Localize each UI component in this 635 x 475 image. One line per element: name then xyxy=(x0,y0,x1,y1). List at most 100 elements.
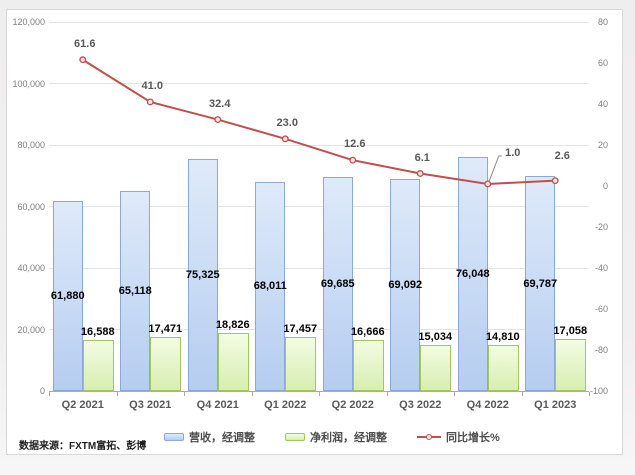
legend-item-growth: 同比增长% xyxy=(417,429,500,445)
net-profit-bar xyxy=(352,339,384,391)
category-label: Q2 2022 xyxy=(331,399,374,411)
growth-value-label: 61.6 xyxy=(74,37,96,50)
net-profit-value-label: 18,826 xyxy=(215,319,250,332)
x-axis-tick xyxy=(589,392,590,396)
net-profit-value-label: 16,666 xyxy=(350,325,385,338)
left-axis-tick-label: 60,000 xyxy=(17,201,45,212)
category-label: Q1 2023 xyxy=(534,399,577,411)
right-axis-tick-label: 60 xyxy=(597,58,608,68)
left-axis-tick-label: 120,000 xyxy=(12,17,45,27)
x-axis-tick xyxy=(184,392,185,396)
left-axis-tick-label: 20,000 xyxy=(17,324,45,335)
net-profit-value-label: 17,471 xyxy=(148,323,183,336)
legend-swatch-net-profit xyxy=(285,433,305,441)
legend-label: 同比增长% xyxy=(446,432,500,444)
revenue-value-label: 61,880 xyxy=(50,289,85,302)
category-label: Q2 2021 xyxy=(61,399,104,411)
left-axis-tick-label: 40,000 xyxy=(17,263,45,273)
legend-label: 营收，经调整 xyxy=(189,432,255,444)
growth-marker xyxy=(79,56,87,64)
growth-marker xyxy=(214,116,222,124)
chart-card: 0 20,000 40,000 60,000 80,000 100,000 120,000 -… xyxy=(6,9,623,455)
legend-swatch-growth xyxy=(417,433,441,441)
x-axis-tick xyxy=(521,392,523,396)
revenue-bar xyxy=(255,181,286,391)
growth-marker xyxy=(281,135,289,143)
revenue-bar xyxy=(390,178,421,391)
revenue-bar xyxy=(322,176,353,391)
revenue-value-label: 75,325 xyxy=(185,269,220,282)
x-axis-tick xyxy=(116,392,118,396)
growth-value-label: 2.6 xyxy=(554,149,570,162)
gridline xyxy=(49,206,589,207)
revenue-value-label: 76,048 xyxy=(455,268,490,281)
growth-value-label: 1.0 xyxy=(505,146,521,159)
gridline xyxy=(49,83,589,84)
growth-value-label: 41.0 xyxy=(141,79,163,92)
legend-item-revenue: 营收，经调整 xyxy=(164,429,255,445)
gridline xyxy=(49,267,589,269)
left-axis-tick-label: 0 xyxy=(39,386,45,396)
category-label: Q3 2021 xyxy=(129,399,172,411)
left-axis-tick-label: 100,000 xyxy=(12,78,45,89)
source-note: 数据来源：FXTM富拓、彭博 xyxy=(19,441,147,452)
legend-swatch-revenue xyxy=(164,433,184,441)
growth-value-label: 12.6 xyxy=(344,138,366,151)
right-axis-tick-label: -100 xyxy=(589,386,608,396)
x-axis-tick xyxy=(454,392,455,396)
revenue-bar xyxy=(120,190,151,391)
growth-value-label: 23.0 xyxy=(276,116,298,129)
net-profit-bar xyxy=(217,333,249,391)
net-profit-bar xyxy=(555,338,587,391)
category-label: Q3 2022 xyxy=(399,399,442,411)
chart-legend: 营收，经调整 净利润，经调整 同比增长% xyxy=(164,429,500,445)
right-axis-tick-label: 0 xyxy=(602,181,608,191)
revenue-value-label: 65,118 xyxy=(118,284,152,297)
x-axis-tick xyxy=(319,392,320,396)
right-axis-tick-label: -20 xyxy=(594,222,608,232)
revenue-value-label: 69,685 xyxy=(320,277,355,290)
gridline xyxy=(49,329,589,330)
growth-value-label: 32.4 xyxy=(209,97,231,110)
right-axis-tick-label: -80 xyxy=(594,345,608,355)
x-axis-tick xyxy=(49,392,50,396)
category-label: Q1 2022 xyxy=(264,399,307,411)
net-profit-bar xyxy=(285,337,317,391)
revenue-bar xyxy=(525,176,556,391)
revenue-bar xyxy=(52,200,83,391)
net-profit-value-label: 17,058 xyxy=(553,324,588,337)
revenue-value-label: 68,011 xyxy=(253,280,287,293)
right-axis-tick-label: 20 xyxy=(597,140,608,150)
legend-line-marker xyxy=(426,434,432,440)
x-axis-tick xyxy=(251,392,253,396)
revenue-bar xyxy=(187,159,218,391)
gridline xyxy=(49,144,589,146)
net-profit-bar xyxy=(150,337,182,391)
growth-marker xyxy=(146,98,154,106)
x-axis-tick xyxy=(386,392,388,396)
revenue-value-label: 69,092 xyxy=(388,278,423,291)
net-profit-bar xyxy=(82,339,114,391)
net-profit-bar xyxy=(420,344,452,391)
revenue-bar xyxy=(457,157,488,391)
net-profit-value-label: 16,588 xyxy=(80,325,115,338)
plot-area: 0 20,000 40,000 60,000 80,000 100,000 120,000 -… xyxy=(7,10,622,454)
left-axis-tick-label: 80,000 xyxy=(17,140,45,150)
x-axis-line xyxy=(49,391,589,392)
growth-value-label: 6.1 xyxy=(414,152,430,165)
net-profit-bar xyxy=(487,345,519,391)
revenue-value-label: 69,787 xyxy=(523,277,558,290)
gridline xyxy=(49,21,589,23)
growth-marker xyxy=(349,156,357,164)
net-profit-value-label: 14,810 xyxy=(485,331,520,344)
net-profit-value-label: 17,457 xyxy=(283,323,318,336)
right-axis-tick-label: 80 xyxy=(597,17,608,27)
legend-label: 净利润，经调整 xyxy=(310,432,387,444)
category-label: Q4 2021 xyxy=(196,399,239,411)
right-axis-tick-label: -60 xyxy=(594,304,608,314)
label-leader-line xyxy=(488,155,502,182)
category-label: Q4 2022 xyxy=(466,399,509,411)
net-profit-value-label: 15,034 xyxy=(418,330,453,343)
right-axis-tick-label: -40 xyxy=(594,263,608,273)
